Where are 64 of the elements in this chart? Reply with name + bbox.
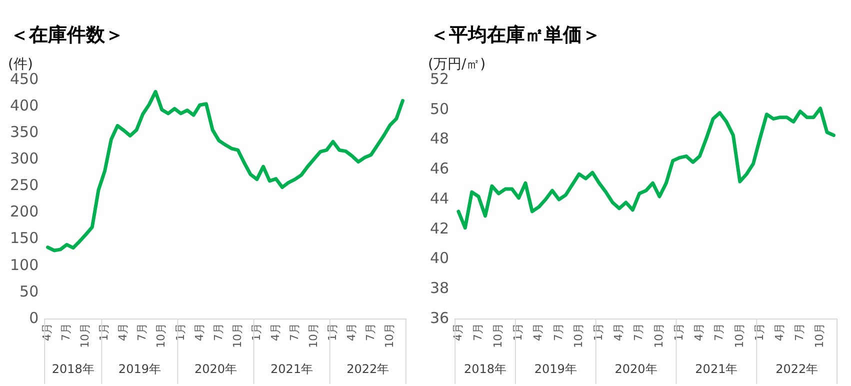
x-tick-label: 4月 xyxy=(532,323,545,342)
y-tick-label: 50 xyxy=(20,282,39,300)
x-tick-label: 4月 xyxy=(772,323,786,342)
x-tick-label: 7月 xyxy=(712,323,726,342)
x-tick-label: 1月 xyxy=(326,323,339,342)
y-tick-label: 48 xyxy=(430,130,450,148)
x-tick-label: 4月 xyxy=(612,323,626,342)
y-tick-label: 200 xyxy=(10,202,39,221)
x-tick-label: 7月 xyxy=(212,323,225,342)
x-tick-label: 10月 xyxy=(230,323,244,348)
text: 2022年 xyxy=(346,362,390,376)
x-tick-label: 10月 xyxy=(154,323,168,348)
x-tick-label: 10月 xyxy=(492,323,505,348)
y-tick-label: 44 xyxy=(430,189,450,208)
text: 2019年 xyxy=(118,362,161,376)
x-tick-label: 10月 xyxy=(78,323,92,348)
y-tick-label: 0 xyxy=(29,308,39,327)
x-tick-label: 1月 xyxy=(174,323,187,342)
x-tick-label: 10月 xyxy=(306,323,320,348)
y-tick-label: 250 xyxy=(10,176,39,194)
x-tick-label: 4月 xyxy=(116,323,130,342)
y-tick-label: 38 xyxy=(430,279,450,298)
x-tick-label: 7月 xyxy=(288,323,301,342)
y-tick-label: 40 xyxy=(430,249,450,268)
x-tick-label: 1月 xyxy=(672,323,686,342)
text: 2019年 xyxy=(534,362,577,376)
x-tick-label: 4月 xyxy=(268,323,282,342)
text: 2021年 xyxy=(695,362,738,376)
text: 2021年 xyxy=(270,362,314,376)
x-tick-label: 4月 xyxy=(192,323,206,342)
text: 2020年 xyxy=(194,362,238,376)
x-tick-label: 10月 xyxy=(572,323,585,348)
y-tick-label: 400 xyxy=(10,96,39,114)
y-tick-label: 300 xyxy=(10,150,39,168)
x-tick-label: 4月 xyxy=(344,323,358,342)
x-tick-label: 1月 xyxy=(752,323,766,342)
text: 2022年 xyxy=(776,362,818,376)
x-tick-label: 7月 xyxy=(471,323,484,342)
y-tick-label: 46 xyxy=(430,160,450,178)
x-tick-label: 1月 xyxy=(512,323,525,342)
x-tick-label: 7月 xyxy=(136,323,149,342)
y-tick-label: 36 xyxy=(430,308,450,327)
x-tick-label: 10月 xyxy=(732,323,746,348)
x-tick-label: 1月 xyxy=(250,323,263,342)
x-tick-label: 10月 xyxy=(382,323,396,348)
y-tick-label: 50 xyxy=(430,100,450,118)
x-tick-label: 4月 xyxy=(692,323,706,342)
y-tick-label: 150 xyxy=(10,229,39,248)
text: 2018年 xyxy=(464,362,507,376)
y-tick-label: 100 xyxy=(10,256,39,274)
y-tick-label: 350 xyxy=(10,123,39,141)
x-tick-label: 10月 xyxy=(813,323,826,348)
text: 2020年 xyxy=(614,362,658,376)
text: 2018年 xyxy=(52,362,94,376)
x-tick-label: 7月 xyxy=(632,323,646,342)
x-tick-label: 1月 xyxy=(592,323,606,342)
x-tick-label: 7月 xyxy=(793,323,806,342)
x-tick-label: 7月 xyxy=(364,323,377,342)
x-tick-label: 7月 xyxy=(60,323,73,342)
x-tick-label: 7月 xyxy=(552,323,565,342)
y-tick-label: 42 xyxy=(430,219,450,238)
x-tick-label: 10月 xyxy=(652,323,666,348)
chart-title: ＜在庫件数＞ xyxy=(9,23,125,48)
chart-title: ＜平均在庫㎡単価＞ xyxy=(429,23,602,48)
